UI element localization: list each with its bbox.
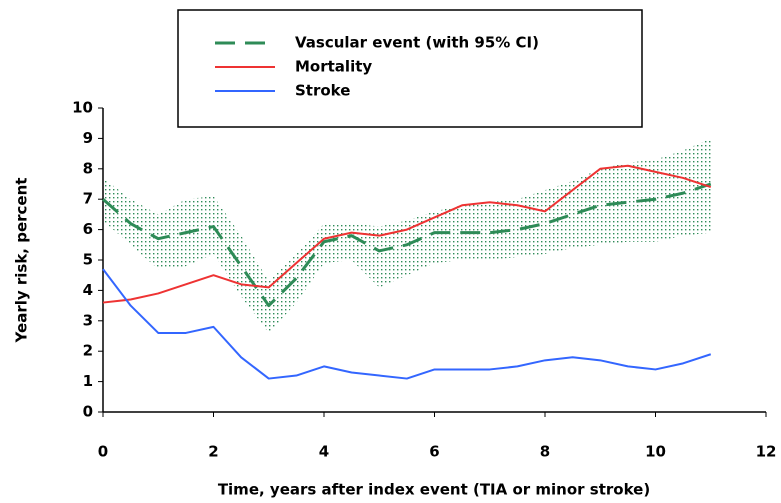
y-axis-label: Yearly risk, percent: [13, 178, 31, 344]
y-tick-label: 8: [83, 159, 93, 177]
y-tick-label: 9: [83, 129, 93, 147]
y-tick-label: 6: [83, 220, 93, 238]
legend-label: Mortality: [295, 58, 372, 76]
series-line: [102, 164, 712, 304]
legend-box: [177, 9, 643, 128]
x-axis-label: Time, years after index event (TIA or mi…: [218, 481, 650, 499]
x-tick-label: 4: [319, 443, 329, 461]
y-tick-label: 4: [83, 281, 93, 299]
x-tick-label: 2: [208, 443, 218, 461]
series-line: [102, 268, 712, 380]
y-tick-label: 3: [83, 311, 93, 329]
series-line: [102, 182, 712, 308]
y-tick-label: 7: [83, 190, 93, 208]
x-tick-label: 8: [540, 443, 550, 461]
legend-label: Vascular event (with 95% CI): [295, 34, 539, 52]
y-tick-label: 2: [83, 342, 93, 360]
y-tick-label: 1: [83, 372, 93, 390]
legend-label: Stroke: [295, 82, 350, 100]
x-tick-label: 6: [429, 443, 439, 461]
y-tick-label: 0: [83, 403, 93, 421]
y-tick-label: 5: [83, 251, 93, 269]
x-tick-label: 0: [98, 443, 108, 461]
x-tick-label: 10: [645, 443, 666, 461]
y-tick-label: 10: [72, 99, 93, 117]
x-tick-label: 12: [756, 443, 777, 461]
